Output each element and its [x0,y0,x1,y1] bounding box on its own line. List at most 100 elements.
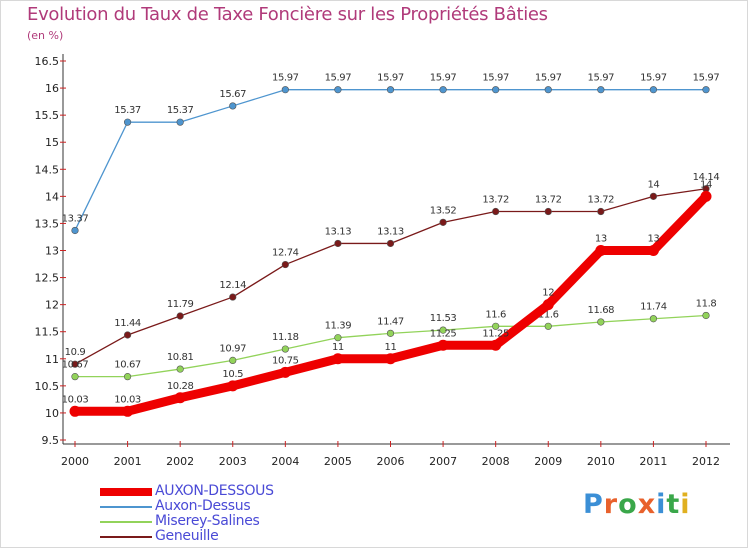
logo-letter: P [583,489,604,520]
logo-letter: i [656,489,667,520]
y-tick-label: 13 [45,245,59,258]
data-point [544,207,552,216]
data-point [386,239,395,248]
data-point [176,118,184,126]
y-tick-label: 13.5 [35,217,60,230]
data-label: 11.74 [640,302,667,313]
y-tick-label: 15.5 [35,109,60,122]
data-label: 11.68 [588,305,615,316]
data-point [595,245,607,256]
data-point [122,405,134,417]
data-point [700,190,712,202]
legend-swatch [100,520,152,523]
data-label: 11 [332,342,344,353]
data-label: 14.14 [693,172,720,183]
x-tick-label: 2001 [114,455,142,468]
y-tick-label: 11.5 [35,326,60,339]
x-tick-label: 2010 [587,455,615,468]
data-point [281,86,289,94]
data-point [439,326,447,334]
data-label: 10.67 [62,360,89,371]
data-point [490,339,502,351]
series-geneuille: 10.9 11.44 11.79 12.14 12.74 13.13 13.13 13.52 1… [65,172,720,368]
data-point [69,405,81,417]
data-label: 12.14 [219,280,246,291]
data-label: 15.97 [430,73,457,84]
data-point [71,226,79,235]
data-point [386,329,395,337]
data-label: 13 [595,234,607,245]
logo-letter: r [603,489,619,520]
data-label: 12.74 [272,248,299,259]
data-point [649,315,658,323]
data-point [229,293,237,301]
series-auxon-dessus: 13.37 15.37 15.37 15.67 15.97 15.97 15.97 15.97… [62,73,720,235]
data-point [71,360,79,368]
data-point [174,392,186,404]
y-axis-unit: (en %) [27,29,64,42]
data-label: 13.72 [535,195,562,206]
x-tick-label: 2008 [482,455,510,468]
data-point [281,345,289,353]
data-label: 11.53 [430,313,457,324]
data-point [334,239,342,248]
data-label: 13.37 [62,213,89,224]
data-label: 11.44 [114,318,141,329]
legend-label: Miserey-Salines [155,513,260,529]
data-point [649,86,658,94]
data-label: 13.52 [430,205,457,216]
data-label: 15.97 [482,73,509,84]
data-point [702,311,710,320]
data-point [437,339,449,351]
series-auxon-dessous: 10.03 10.03 10.28 10.5 10.75 11 11 11.25 11.25 12… [62,179,712,417]
y-tick-label: 9.5 [42,434,60,447]
data-label: 15.97 [693,73,720,84]
data-point [597,207,605,216]
data-label: 15.37 [114,105,141,116]
data-point [123,118,132,126]
data-point [542,299,554,311]
data-label: 15.97 [377,73,404,84]
data-point [123,373,132,381]
data-point [176,365,184,373]
x-tick-label: 2007 [429,455,457,468]
legend-swatch [100,505,152,508]
data-point [281,260,289,269]
data-label: 13.72 [588,195,615,206]
y-tick-label: 12.5 [35,272,60,285]
data-label: 10.28 [167,381,194,392]
data-label: 10.81 [167,352,194,363]
x-tick-label: 2005 [324,455,352,468]
data-label: 15.97 [535,73,562,84]
data-point [492,322,500,330]
data-point [439,218,447,226]
legend-label: Geneuille [155,528,219,544]
data-point [279,366,291,378]
data-point [385,353,396,365]
y-tick-label: 15 [45,136,59,149]
data-point [647,245,659,256]
data-label: 13.13 [377,226,404,237]
data-point [544,322,552,330]
y-tick-label: 11 [45,353,59,366]
logo-letter: t [666,489,681,520]
data-label: 15.97 [325,73,352,84]
data-label: 15.67 [219,89,246,100]
series-miserey-salines: 10.67 10.67 10.81 10.97 11.18 11.39 11.47 11.53… [62,298,717,381]
logo-letter: i [680,489,691,520]
data-point [227,380,239,392]
data-label: 13.13 [325,226,352,237]
data-point [597,86,605,94]
data-label: 11.8 [696,298,717,309]
data-label: 15.37 [167,105,194,116]
y-tick-label: 12 [45,299,59,312]
data-point [332,353,344,365]
data-label: 10.03 [62,394,89,405]
data-point [176,312,184,320]
x-tick-label: 2011 [639,455,667,468]
y-tick-label: 14 [45,190,59,203]
data-label: 13 [647,234,659,245]
data-label: 11.18 [272,332,299,343]
